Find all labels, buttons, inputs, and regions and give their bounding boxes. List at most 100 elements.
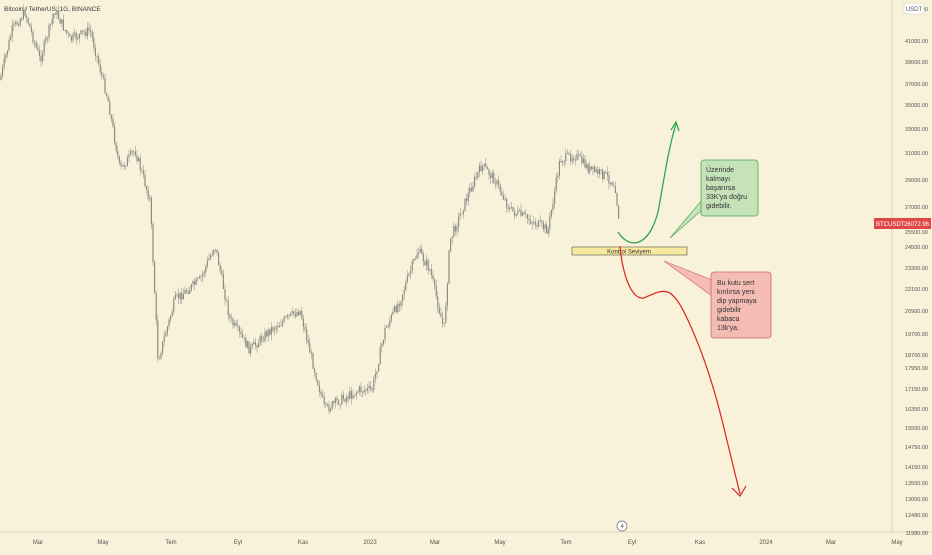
candle-body xyxy=(499,184,501,192)
candle-body xyxy=(326,404,328,406)
candle-body xyxy=(259,336,261,344)
candle-body xyxy=(2,66,4,76)
bear-callout-box xyxy=(710,271,772,339)
candle-body xyxy=(510,207,512,209)
y-tick-label: 17150.00 xyxy=(905,387,928,393)
candle-body xyxy=(146,186,148,190)
candle-body xyxy=(462,210,464,214)
candle-body xyxy=(605,171,607,173)
y-tick-label: 24500.00 xyxy=(905,245,928,251)
candle-body xyxy=(435,284,437,297)
candle-body xyxy=(387,326,389,328)
y-tick-label: 19700.00 xyxy=(905,332,928,338)
candle-body xyxy=(525,213,527,215)
candle-body xyxy=(142,170,144,175)
candle-body xyxy=(253,342,255,344)
candle-body xyxy=(85,32,87,37)
candle-body xyxy=(491,172,493,179)
candle-body xyxy=(597,169,599,174)
candle-body xyxy=(381,344,383,348)
bear-line-3: dip yapmaya xyxy=(717,298,757,305)
candle-body xyxy=(50,24,52,26)
currency-badge[interactable] xyxy=(903,2,925,15)
candle-body xyxy=(533,221,535,223)
bull-line-4: 33K'ya doğru xyxy=(706,194,747,201)
x-axis-ticks: Mar May Tem Eyl Kas 2023 Mar May Tem Eyl Kas 2024 Ma… xyxy=(33,540,903,546)
candle-body xyxy=(592,166,594,170)
bull-arrow-path xyxy=(617,123,677,244)
candle-body xyxy=(478,165,480,173)
candle-body xyxy=(222,274,224,290)
candle-body xyxy=(290,313,292,316)
candle-body xyxy=(325,403,327,405)
y-tick-label: 16350.00 xyxy=(905,407,928,413)
candle-body xyxy=(437,296,439,308)
candle-body xyxy=(256,345,258,348)
bull-callout[interactable]: Üzerinde kalmayı başarırsa 33K'ya doğru … xyxy=(669,159,759,239)
y-tick-label: 11980.00 xyxy=(905,531,928,537)
candle-body xyxy=(250,346,252,354)
candle-body xyxy=(395,306,397,313)
candle-body xyxy=(26,15,28,19)
x-tick-label: Kas xyxy=(695,540,705,546)
control-level-box[interactable]: Kontrol Seviyem xyxy=(571,246,688,256)
x-tick-label: Kas xyxy=(298,540,308,546)
y-tick-label: 18700.00 xyxy=(905,353,928,359)
candle-body xyxy=(226,299,228,301)
y-tick-label: 29000.00 xyxy=(905,178,928,184)
y-tick-label: 22100.00 xyxy=(905,287,928,293)
candle-body xyxy=(565,153,567,162)
candle-body xyxy=(70,35,72,41)
candle-body xyxy=(96,55,98,57)
candle-body xyxy=(392,311,394,315)
candle-body xyxy=(554,191,556,204)
candle-body xyxy=(114,126,116,143)
candle-body xyxy=(266,331,268,337)
candle-body xyxy=(370,385,372,390)
candle-body xyxy=(184,290,186,294)
candle-body xyxy=(165,333,167,337)
candle-body xyxy=(366,387,368,391)
candle-body xyxy=(205,266,207,272)
candle-body xyxy=(376,371,378,375)
candle-body xyxy=(176,294,178,296)
x-tick-label: May xyxy=(891,540,902,546)
candle-body xyxy=(550,210,552,217)
candle-body xyxy=(379,347,381,365)
candle-body xyxy=(147,189,149,199)
candle-body xyxy=(35,42,37,48)
candle-body xyxy=(531,222,533,224)
candle-body xyxy=(613,185,615,187)
candle-body xyxy=(278,325,280,328)
candle-body xyxy=(109,101,111,116)
candle-body xyxy=(251,343,253,347)
candle-body xyxy=(238,326,240,332)
candle-body xyxy=(258,343,260,348)
candle-body xyxy=(418,252,420,255)
candle-body xyxy=(210,255,212,259)
y-tick-label: 25500.00 xyxy=(905,230,928,236)
candle-body xyxy=(320,391,322,395)
candle-body xyxy=(168,319,170,327)
x-tick-label: Tem xyxy=(560,540,571,546)
candle-body xyxy=(40,55,42,62)
candle-body xyxy=(29,23,31,27)
candle-body xyxy=(584,158,586,168)
candle-body xyxy=(293,311,295,315)
candle-body xyxy=(45,37,47,42)
candle-body xyxy=(152,224,154,263)
candle-body xyxy=(157,320,159,359)
candle-body xyxy=(360,386,362,393)
candle-body xyxy=(458,216,460,227)
candle-body xyxy=(453,225,455,237)
candle-body xyxy=(30,26,32,32)
candle-body xyxy=(160,353,162,359)
candle-body xyxy=(198,276,200,279)
candle-body xyxy=(571,158,573,162)
candle-body xyxy=(158,358,160,360)
candle-body xyxy=(139,157,141,170)
bear-callout[interactable]: Bu kutu sert kırılırsa yeni dip yapmaya … xyxy=(663,260,772,339)
lightning-icon[interactable] xyxy=(616,520,628,532)
candle-body xyxy=(466,198,468,202)
